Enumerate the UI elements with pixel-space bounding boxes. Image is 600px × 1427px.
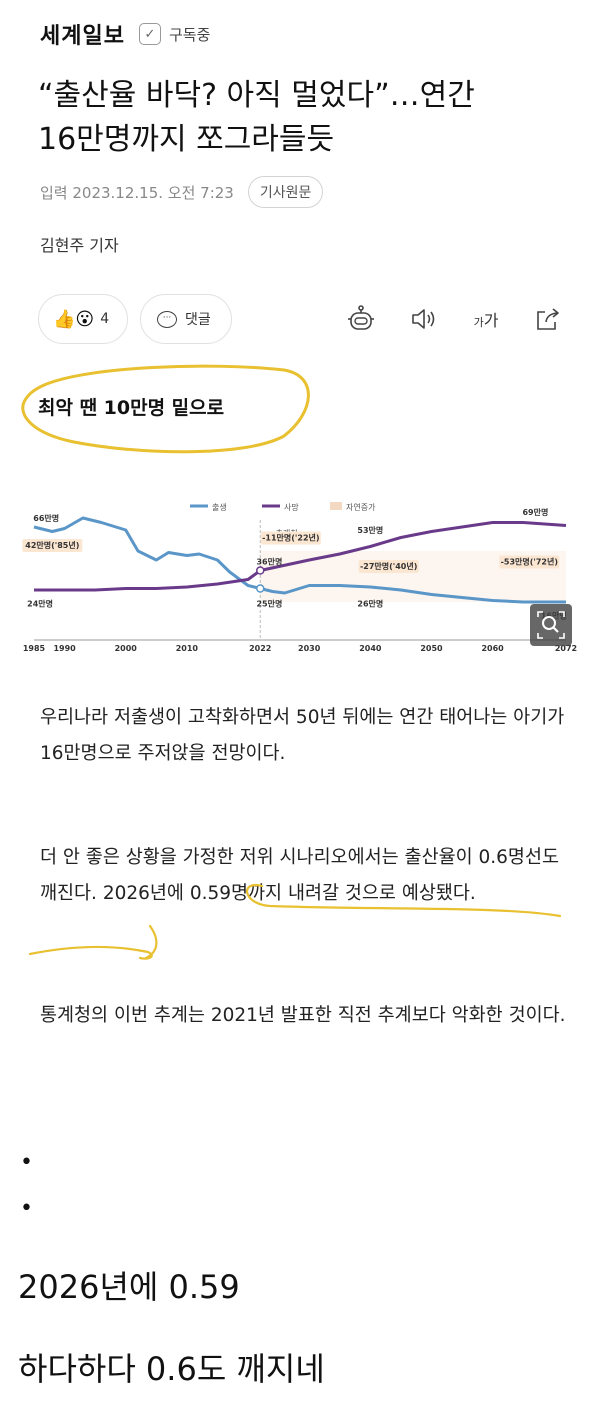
comment-icon: ···	[157, 310, 177, 328]
text-to-speech-button[interactable]	[408, 304, 440, 334]
headline-line-1: “출산율 바닥? 아직 멀었다”…연간	[38, 78, 475, 113]
comment-button[interactable]: ··· 댓글	[140, 294, 232, 344]
font-size-icon: 가가	[473, 311, 499, 330]
reporter-name[interactable]: 김현주 기자	[40, 236, 119, 255]
series-line-deaths	[34, 521, 567, 592]
article-meta: 입력 2023.12.15. 오전 7:23 기사원문	[40, 176, 324, 208]
annotation-label: 42만명('85년)	[25, 540, 79, 550]
publisher-header: 세계일보 ✓ 구독중	[40, 18, 210, 50]
share-button[interactable]	[532, 304, 564, 334]
annotation-label: 69만명	[522, 507, 548, 517]
zoom-image-button[interactable]	[530, 604, 572, 646]
annotation-label: -53만명('72년)	[501, 557, 558, 567]
reaction-emoji-icon: 👍😮	[53, 308, 95, 330]
article-action-bar: 👍😮 4 ··· 댓글 가가	[38, 294, 578, 344]
user-caption-line-2: 하다하다 0.6도 깨지네	[18, 1350, 325, 1388]
font-size-button[interactable]: 가가	[466, 304, 506, 334]
x-tick-label: 2040	[359, 644, 382, 653]
separator-dot: •	[20, 1150, 33, 1175]
annotation-label: 36만명	[256, 557, 282, 567]
highlighter-circle	[21, 364, 310, 454]
annotation-label: 25만명	[256, 599, 282, 609]
annotation-label: 53만명	[357, 525, 383, 535]
article-paragraph-3: 통계청의 이번 추계는 2021년 발표한 직전 추계보다 악화한 것이다.	[40, 1005, 566, 1026]
annotation-label: -27만명('40년)	[360, 561, 417, 571]
x-tick-label: 2060	[481, 644, 504, 653]
x-tick-label: 2050	[420, 644, 443, 653]
speaker-icon	[412, 309, 435, 329]
share-icon	[537, 308, 559, 330]
reaction-count: 4	[100, 311, 110, 327]
comment-label: 댓글	[185, 312, 211, 328]
highlighter-underline	[28, 883, 562, 960]
legend-label: 자연증가	[346, 503, 376, 512]
x-tick-label: 2072	[555, 644, 577, 653]
x-tick-label: 2022	[249, 644, 271, 653]
article-paragraph-2: 더 안 좋은 상황을 가정한 저위 시나리오에서는 출산율이 0.6명선도 깨진…	[40, 847, 559, 904]
x-tick-label: 2030	[298, 644, 321, 653]
x-tick-label: 1990	[53, 644, 76, 653]
article-subheading: 최악 땐 10만명 밑으로	[38, 397, 225, 419]
publish-date: 입력 2023.12.15. 오전 7:23	[40, 183, 234, 202]
annotation-label: 66만명	[33, 513, 59, 523]
legend-label: 출생	[212, 502, 227, 512]
x-tick-label: 2010	[176, 644, 199, 653]
annotation-label: 24만명	[27, 599, 53, 609]
article-paragraph-1: 우리나라 저출생이 고착화하면서 50년 뒤에는 연간 태어나는 아기가 16만…	[40, 707, 565, 764]
reaction-button[interactable]: 👍😮 4	[38, 294, 128, 344]
annotation-label: 26만명	[357, 599, 383, 609]
headline-line-2: 16만명까지 쪼그라들듯	[38, 122, 335, 157]
publisher-logo[interactable]: 세계일보	[40, 23, 125, 49]
legend-swatch	[330, 502, 342, 510]
data-point-births-2022	[256, 584, 265, 593]
ai-summary-button[interactable]	[344, 304, 378, 334]
annotation-box	[22, 539, 83, 552]
ai-summary-bot-icon	[348, 305, 374, 330]
legend-label: 사망	[284, 502, 299, 512]
subscribe-button[interactable]: ✓ 구독중	[138, 23, 211, 45]
annotation-box	[260, 531, 321, 545]
series-line-births	[33, 516, 566, 604]
subheading-block: 최악 땐 10만명 밑으로	[14, 358, 318, 458]
data-point-deaths-2022	[256, 566, 265, 575]
subscribe-label: 구독중	[168, 25, 211, 44]
annotation-box	[358, 560, 419, 573]
separator-dot: •	[20, 1196, 33, 1221]
article-headline: “출산율 바닥? 아직 멀었다”…연간 16만명까지 쪼그라들듯	[38, 74, 578, 162]
check-icon: ✓	[138, 23, 161, 45]
original-article-button[interactable]: 기사원문	[247, 176, 324, 208]
x-tick-label: 1985	[23, 644, 46, 653]
annotation-label: -11만명('22년)	[262, 533, 319, 543]
user-caption-line-1: 2026년에 0.59	[18, 1268, 240, 1306]
x-tick-label: 2000	[115, 644, 138, 653]
zoom-icon	[537, 611, 565, 639]
annotation-box	[499, 555, 560, 569]
